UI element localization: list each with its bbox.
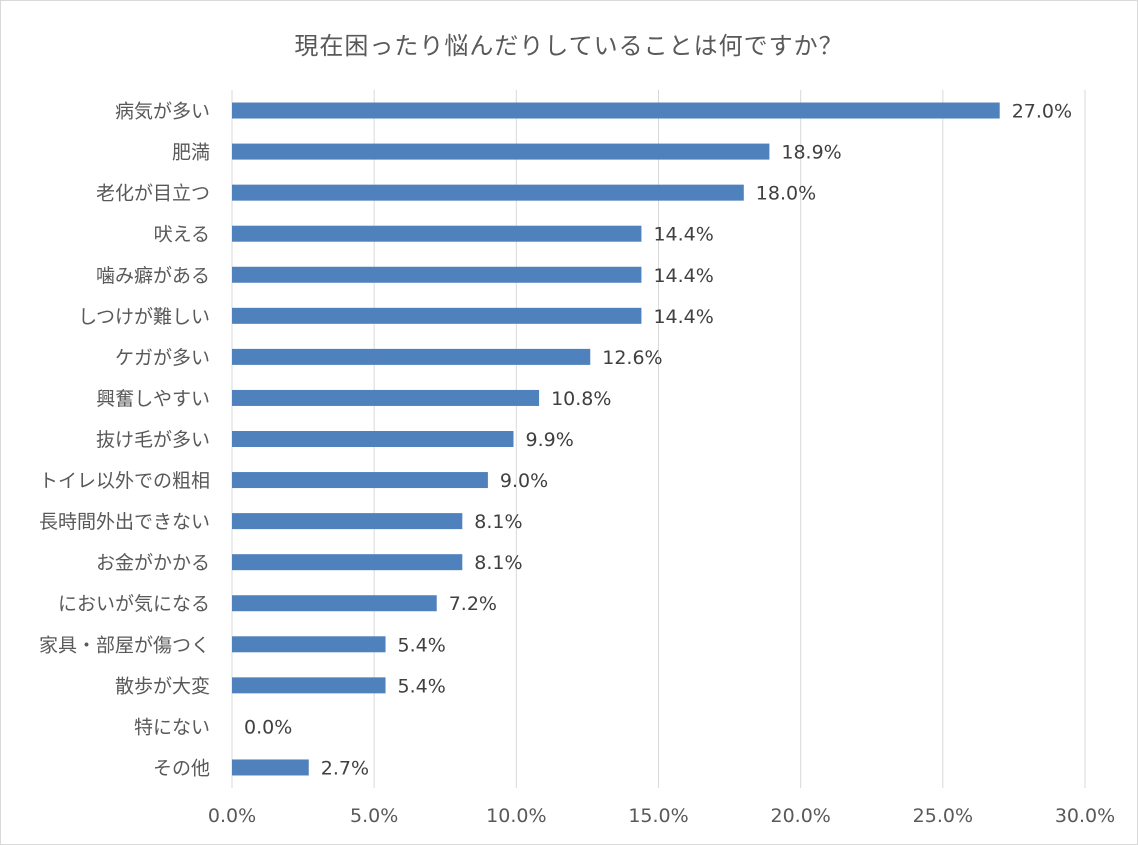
category-label: 散歩が大変 <box>115 675 210 697</box>
value-label: 14.4% <box>653 224 713 246</box>
category-label: しつけが難しい <box>78 306 210 328</box>
bar <box>232 184 744 201</box>
value-label: 27.0% <box>1012 101 1072 123</box>
bar <box>232 472 488 489</box>
value-label: 7.2% <box>449 593 497 615</box>
value-label: 8.1% <box>474 552 522 574</box>
bar <box>232 636 386 653</box>
bar <box>232 554 463 571</box>
category-label: 特にない <box>134 716 210 738</box>
category-label: 老化が目立つ <box>96 183 210 205</box>
bar <box>232 759 309 776</box>
value-label: 8.1% <box>474 511 522 533</box>
category-label: においが気になる <box>58 593 210 615</box>
value-label: 18.0% <box>756 183 816 205</box>
bar <box>232 348 591 365</box>
category-label: その他 <box>153 757 210 779</box>
value-label: 5.4% <box>398 634 446 656</box>
bar <box>232 225 642 242</box>
value-label: 14.4% <box>653 265 713 287</box>
x-tick-label: 15.0% <box>628 805 688 827</box>
value-label: 0.0% <box>244 716 292 738</box>
category-label: 噛み癖がある <box>96 265 210 287</box>
value-label: 5.4% <box>398 675 446 697</box>
category-label: 吠える <box>154 224 210 246</box>
bar <box>232 595 437 612</box>
category-label: 興奮しやすい <box>96 388 210 410</box>
x-tick-label: 30.0% <box>1055 805 1115 827</box>
x-tick-label: 25.0% <box>913 805 973 827</box>
category-label: お金がかかる <box>96 552 210 574</box>
category-label: 家具・部屋が傷つく <box>39 634 210 656</box>
x-tick-label: 5.0% <box>350 805 398 827</box>
x-tick-label: 20.0% <box>770 805 830 827</box>
bar <box>232 143 770 160</box>
value-label: 18.9% <box>781 142 841 164</box>
category-label: ケガが多い <box>115 347 210 369</box>
category-label: 抜け毛が多い <box>96 429 210 451</box>
value-label: 10.8% <box>551 388 611 410</box>
value-label: 12.6% <box>602 347 662 369</box>
category-label: 肥満 <box>172 142 210 164</box>
x-tick-label: 10.0% <box>486 805 546 827</box>
chart-title: 現在困ったり悩んだりしていることは何ですか？ <box>294 32 844 60</box>
value-label: 9.9% <box>525 429 573 451</box>
bar <box>232 389 540 406</box>
bar <box>232 102 1000 119</box>
x-tick-label: 0.0% <box>208 805 256 827</box>
bar <box>232 513 463 530</box>
bar <box>232 677 386 694</box>
value-label: 9.0% <box>500 470 548 492</box>
bar <box>232 266 642 283</box>
category-label: 長時間外出できない <box>39 511 210 533</box>
bar <box>232 307 642 324</box>
category-label: トイレ以外での粗相 <box>39 470 210 492</box>
bar <box>232 431 514 447</box>
value-label: 14.4% <box>653 306 713 328</box>
category-label: 病気が多い <box>115 101 210 123</box>
value-label: 2.7% <box>321 757 369 779</box>
